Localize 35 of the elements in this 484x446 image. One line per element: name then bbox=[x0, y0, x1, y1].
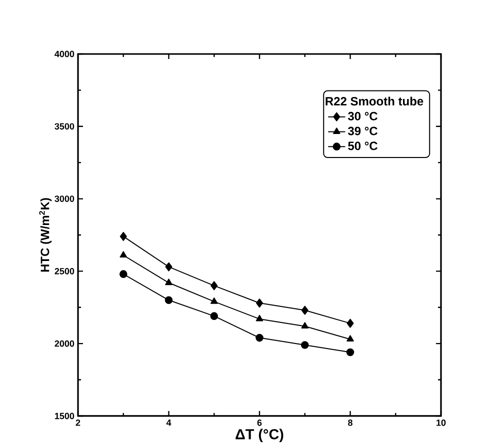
y-tick-label: 2500 bbox=[54, 268, 74, 274]
point bbox=[165, 278, 172, 286]
y-tick-label: 1500 bbox=[55, 412, 74, 420]
y-tick-label: 3500 bbox=[54, 123, 74, 130]
x-tick-label: 6 bbox=[257, 420, 262, 426]
point bbox=[165, 262, 172, 272]
point bbox=[346, 318, 354, 328]
legend-label: 39 °C bbox=[348, 126, 378, 136]
x-tick-label: 4 bbox=[166, 420, 172, 426]
point bbox=[120, 232, 127, 241]
x-tick-label: 10 bbox=[436, 420, 446, 426]
point bbox=[256, 314, 264, 322]
point bbox=[346, 348, 354, 356]
point bbox=[346, 335, 354, 342]
legend-title: R22 Smooth tube bbox=[326, 96, 424, 106]
point bbox=[210, 312, 218, 320]
y-tick-label: 3000 bbox=[54, 196, 74, 202]
point bbox=[210, 297, 218, 304]
point bbox=[256, 334, 264, 342]
y-tick-label: 2000 bbox=[54, 340, 74, 347]
point bbox=[300, 341, 309, 349]
point bbox=[301, 322, 308, 329]
point bbox=[210, 281, 218, 290]
legend-label: 50 °C bbox=[348, 142, 378, 150]
point bbox=[119, 270, 128, 278]
point bbox=[256, 298, 263, 308]
y-tick-label: 4000 bbox=[54, 50, 74, 58]
y-axis-title: HTC (W/m$^{2}$K) bbox=[39, 198, 52, 272]
x-axis-title: ΔT (°C) bbox=[236, 428, 284, 442]
x-tick-label: 2 bbox=[76, 420, 80, 426]
point bbox=[120, 251, 127, 258]
legend-label: 30 °C bbox=[348, 112, 378, 120]
point bbox=[301, 306, 308, 315]
point bbox=[164, 296, 173, 304]
x-tick-label: 8 bbox=[348, 420, 352, 426]
